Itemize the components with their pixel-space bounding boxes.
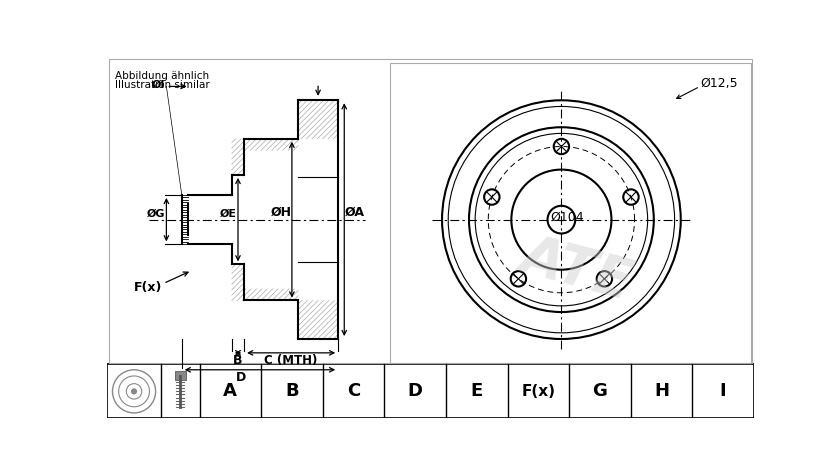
Text: C (MTH): C (MTH) bbox=[265, 354, 318, 367]
Text: D: D bbox=[407, 383, 423, 400]
Text: C: C bbox=[347, 383, 360, 400]
Text: Ø12,5: Ø12,5 bbox=[701, 77, 738, 90]
Text: I: I bbox=[720, 383, 727, 400]
Bar bbox=[109, 59, 752, 363]
Text: Illustration similar: Illustration similar bbox=[115, 80, 209, 90]
Text: ØH: ØH bbox=[270, 205, 291, 219]
Text: ATE: ATE bbox=[515, 229, 638, 311]
Bar bbox=[391, 63, 751, 363]
Text: G: G bbox=[592, 383, 607, 400]
Text: Ø104: Ø104 bbox=[551, 211, 585, 224]
Text: B: B bbox=[234, 354, 243, 367]
Text: A: A bbox=[223, 383, 237, 400]
Text: H: H bbox=[654, 383, 669, 400]
Text: ØG: ØG bbox=[146, 209, 165, 219]
Text: ØE: ØE bbox=[220, 209, 237, 219]
Circle shape bbox=[131, 388, 137, 394]
Text: E: E bbox=[470, 383, 483, 400]
Bar bbox=[108, 364, 754, 418]
Text: Abbildung ähnlich: Abbildung ähnlich bbox=[115, 70, 209, 81]
Text: ØA: ØA bbox=[345, 205, 365, 219]
Bar bbox=[175, 370, 186, 380]
Text: B: B bbox=[285, 383, 299, 400]
Text: D: D bbox=[235, 371, 246, 384]
Text: F(x): F(x) bbox=[522, 384, 555, 399]
Text: F(x): F(x) bbox=[134, 281, 162, 294]
Text: ØI: ØI bbox=[152, 80, 165, 90]
